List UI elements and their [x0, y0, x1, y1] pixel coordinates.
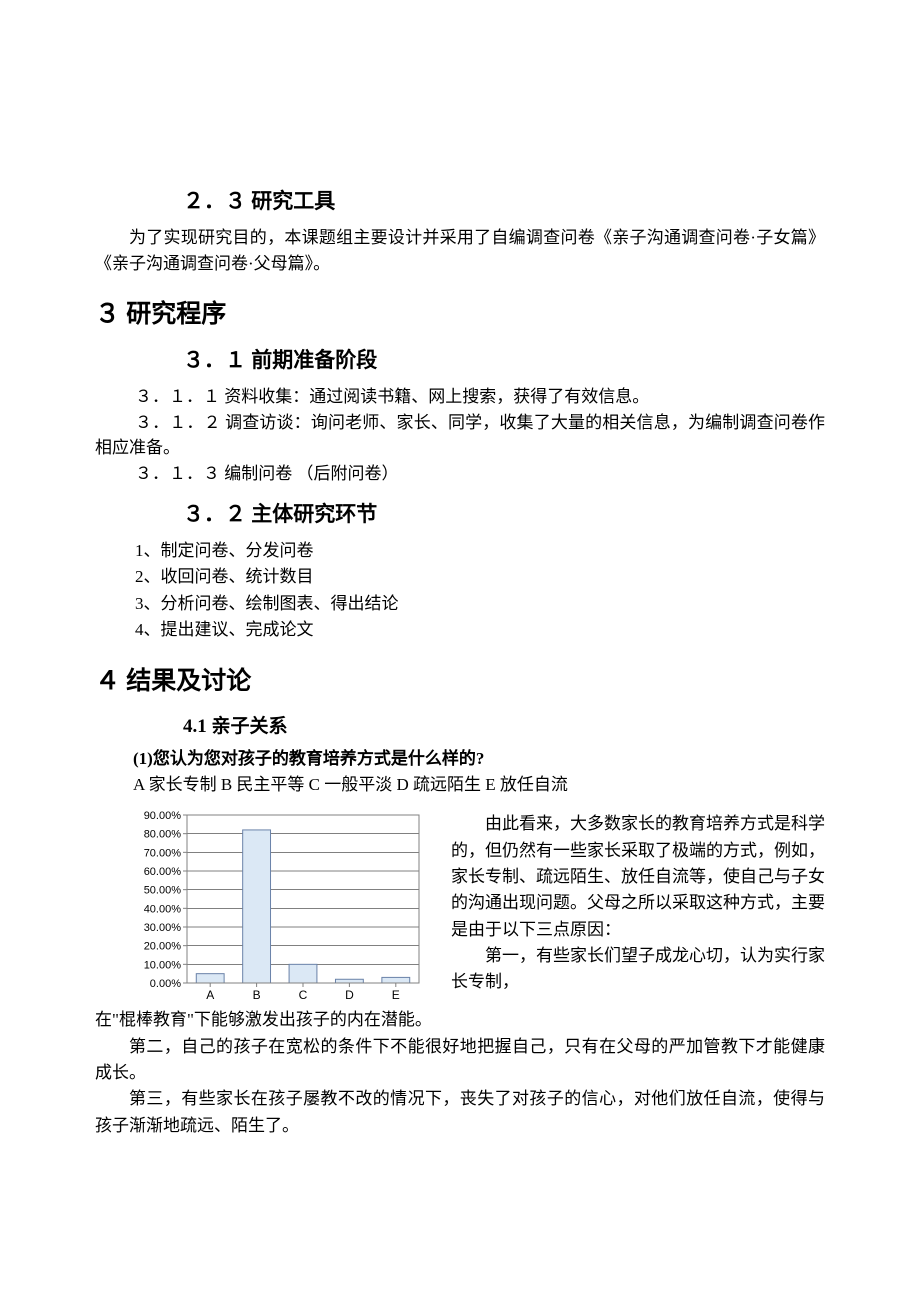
analysis-p2: 第一，有些家长们望子成龙心切，认为实行家长专制， [451, 943, 825, 996]
svg-text:10.00%: 10.00% [144, 960, 182, 972]
item-3-1-1: ３．１．１ 资料收集：通过阅读书籍、网上搜索，获得了有效信息。 [95, 384, 825, 410]
svg-text:C: C [299, 988, 308, 1002]
heading-2-3: ２．３ 研究工具 [95, 185, 825, 215]
item-3-2-2: 2、收回问卷、统计数目 [95, 564, 825, 590]
svg-text:30.00%: 30.00% [144, 922, 182, 934]
analysis-cont-1: 第二，自己的孩子在宽松的条件下不能很好地把握自己，只有在父母的严加管教下才能健康… [95, 1034, 825, 1087]
question-1-options: A 家长专制 B 民主平等 C 一般平淡 D 疏远陌生 E 放任自流 [95, 772, 825, 798]
svg-text:80.00%: 80.00% [144, 829, 182, 841]
question-1: (1)您认为您对孩子的教育培养方式是什么样的? [95, 746, 825, 772]
analysis-aside: 由此看来，大多数家长的教育培养方式是科学的，但仍然有一些家长采取了极端的方式，例… [451, 809, 825, 995]
svg-text:70.00%: 70.00% [144, 848, 182, 860]
analysis-p1: 由此看来，大多数家长的教育培养方式是科学的，但仍然有一些家长采取了极端的方式，例… [451, 811, 825, 943]
analysis-cont-0: 在"棍棒教育"下能够激发出孩子的内在潜能。 [95, 1007, 825, 1033]
item-3-1-2: ３．１．２ 调查访谈：询问老师、家长、同学，收集了大量的相关信息，为编制调查问卷… [95, 413, 825, 458]
bar-chart: 0.00% 10.00% 20.00% 30.00% 40.00% 50.00% 60.00… [133, 809, 425, 1005]
svg-text:50.00%: 50.00% [144, 885, 182, 897]
svg-text:60.00%: 60.00% [144, 866, 182, 878]
svg-text:B: B [253, 988, 261, 1002]
heading-3: ３ 研究程序 [95, 294, 825, 330]
item-3-1-3: ３．１．３ 编制问卷 （后附问卷） [95, 461, 825, 487]
heading-3-1: ３．１ 前期准备阶段 [95, 344, 825, 374]
item-3-2-1: 1、制定问卷、分发问卷 [95, 538, 825, 564]
svg-text:0.00%: 0.00% [150, 978, 181, 990]
heading-3-2: ３．２ 主体研究环节 [95, 498, 825, 528]
chart-and-analysis-row: 0.00% 10.00% 20.00% 30.00% 40.00% 50.00% 60.00… [95, 809, 825, 1005]
svg-text:D: D [345, 988, 354, 1002]
chart-container: 0.00% 10.00% 20.00% 30.00% 40.00% 50.00% 60.00… [95, 809, 415, 1005]
svg-text:E: E [392, 988, 400, 1002]
item-3-2-3: 3、分析问卷、绘制图表、得出结论 [95, 591, 825, 617]
body-2-3: 为了实现研究目的，本课题组主要设计并采用了自编调查问卷《亲子沟通调查问卷·子女篇… [95, 225, 825, 276]
svg-text:40.00%: 40.00% [144, 904, 182, 916]
svg-text:A: A [206, 988, 214, 1002]
svg-text:20.00%: 20.00% [144, 941, 182, 953]
heading-4-1: 4.1 亲子关系 [95, 711, 825, 738]
analysis-continued: 在"棍棒教育"下能够激发出孩子的内在潜能。 第二，自己的孩子在宽松的条件下不能很… [95, 1007, 825, 1139]
svg-text:90.00%: 90.00% [144, 810, 182, 822]
heading-4: ４ 结果及讨论 [95, 661, 825, 697]
analysis-cont-2: 第三，有些家长在孩子屡教不改的情况下，丧失了对孩子的信心，对他们放任自流，使得与… [95, 1086, 825, 1139]
item-3-2-4: 4、提出建议、完成论文 [95, 617, 825, 643]
